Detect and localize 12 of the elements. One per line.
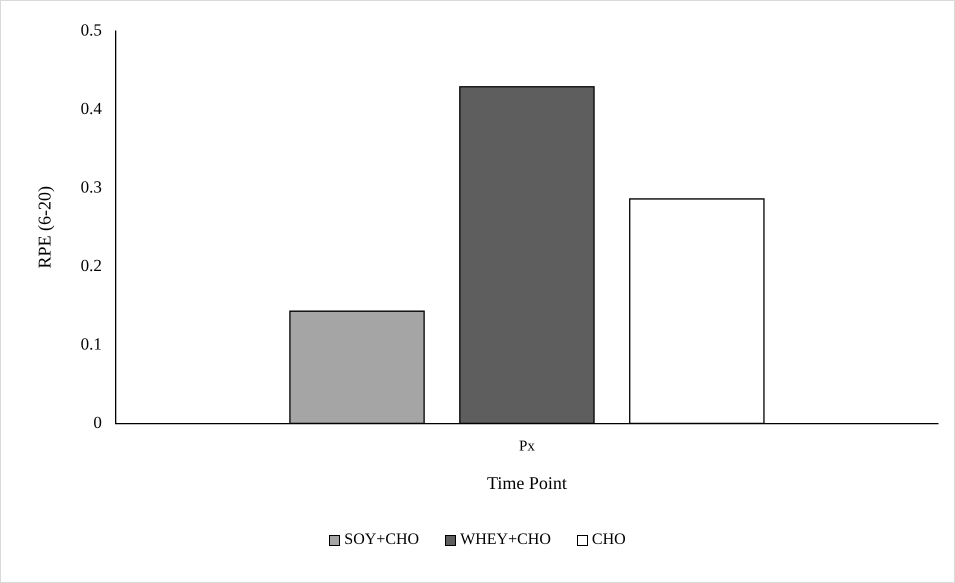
y-tick-label: 0.4 — [80, 98, 102, 118]
y-tick-label: 0 — [93, 412, 102, 432]
y-tick-label: 0.3 — [80, 177, 102, 196]
legend-label: WHEY+CHO — [460, 531, 551, 549]
y-tick-label: 0.2 — [80, 256, 102, 275]
y-tick-label: 0.5 — [80, 20, 102, 40]
legend-label: SOY+CHO — [344, 531, 420, 549]
y-tick-label: 0.1 — [80, 334, 102, 354]
x-tick-label: Px — [519, 438, 536, 454]
y-axis-title: RPE (6-20) — [34, 186, 55, 268]
legend-label: CHO — [592, 531, 626, 549]
x-axis-title: Time Point — [486, 472, 567, 493]
